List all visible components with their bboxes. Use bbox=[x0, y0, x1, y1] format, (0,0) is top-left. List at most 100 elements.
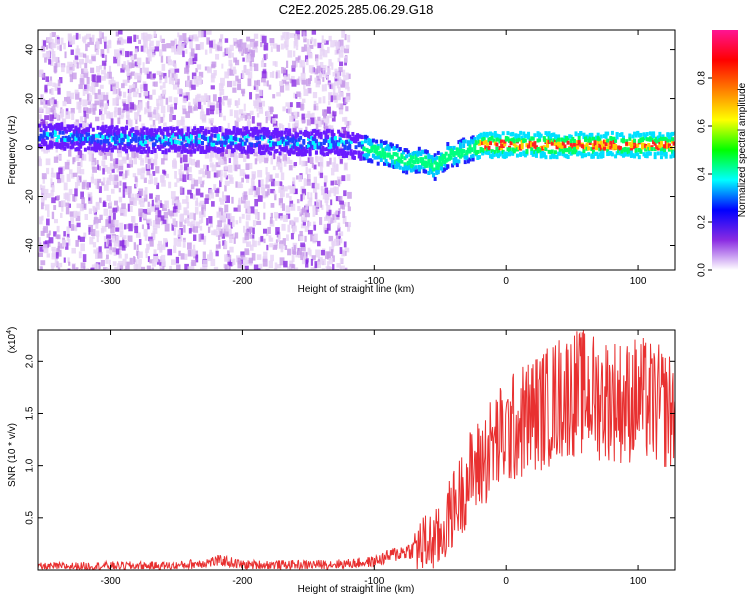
noise-speck bbox=[112, 247, 117, 253]
ridge-cell bbox=[598, 147, 602, 152]
noise-speck bbox=[268, 260, 274, 269]
noise-speck bbox=[200, 30, 204, 38]
noise-speck bbox=[48, 59, 52, 65]
noise-speck bbox=[122, 79, 128, 86]
noise-speck bbox=[116, 167, 119, 173]
noise-speck bbox=[98, 165, 102, 171]
noise-speck bbox=[331, 62, 334, 70]
ridge-cell bbox=[227, 144, 231, 149]
ridge-cell bbox=[91, 146, 95, 151]
noise-speck bbox=[109, 163, 113, 170]
noise-speck bbox=[155, 218, 160, 225]
ridge-cell bbox=[132, 145, 136, 150]
ridge-cell bbox=[485, 131, 489, 136]
ridge-cell bbox=[362, 153, 366, 158]
ridge-cell bbox=[432, 158, 436, 163]
noise-speck bbox=[218, 225, 222, 232]
ridge-cell bbox=[60, 137, 64, 142]
noise-speck bbox=[319, 48, 325, 56]
colorbar-tick-label: 0.4 bbox=[697, 167, 708, 181]
ridge-cell bbox=[145, 131, 149, 136]
noise-speck bbox=[202, 171, 206, 178]
noise-speck bbox=[201, 207, 204, 215]
ridge-cell bbox=[288, 128, 292, 133]
noise-speck bbox=[39, 216, 43, 225]
ridge-cell bbox=[329, 137, 333, 142]
noise-speck bbox=[200, 192, 204, 198]
ridge-cell bbox=[324, 147, 328, 152]
noise-speck bbox=[51, 32, 56, 38]
noise-speck bbox=[250, 50, 255, 58]
ridge-cell bbox=[147, 149, 151, 154]
noise-speck bbox=[116, 40, 121, 45]
ridge-cell bbox=[53, 129, 57, 134]
ridge-cell bbox=[585, 136, 589, 141]
ridge-cell bbox=[338, 132, 342, 137]
ridge-cell bbox=[340, 151, 344, 156]
noise-speck bbox=[274, 268, 277, 270]
noise-speck bbox=[138, 239, 142, 246]
noise-speck bbox=[61, 64, 65, 73]
noise-speck bbox=[204, 169, 208, 175]
ridge-cell bbox=[500, 150, 504, 155]
ridge-cell bbox=[637, 147, 641, 152]
ridge-cell bbox=[333, 142, 337, 147]
ridge-cell bbox=[53, 142, 57, 147]
noise-speck bbox=[113, 181, 119, 189]
noise-speck bbox=[300, 194, 303, 202]
noise-speck bbox=[300, 72, 306, 81]
ridge-cell bbox=[242, 131, 246, 136]
ridge-cell bbox=[226, 136, 230, 141]
noise-speck bbox=[301, 113, 305, 120]
ridge-cell bbox=[487, 137, 491, 142]
ridge-cell bbox=[671, 131, 675, 136]
noise-speck bbox=[42, 53, 47, 58]
noise-speck bbox=[223, 172, 227, 178]
noise-speck bbox=[257, 241, 261, 246]
noise-speck bbox=[211, 118, 214, 124]
ridge-cell bbox=[352, 139, 356, 144]
noise-speck bbox=[280, 172, 285, 181]
noise-speck bbox=[136, 244, 139, 251]
ridge-cell bbox=[631, 139, 635, 144]
ridge-cell bbox=[329, 148, 333, 153]
ridge-cell bbox=[117, 141, 121, 146]
ridge-cell bbox=[591, 136, 595, 141]
noise-speck bbox=[132, 173, 137, 178]
noise-speck bbox=[258, 263, 263, 269]
ridge-cell bbox=[276, 141, 280, 146]
ridge-cell bbox=[371, 138, 375, 143]
noise-speck bbox=[192, 98, 196, 105]
noise-speck bbox=[300, 223, 305, 229]
noise-speck bbox=[320, 120, 324, 125]
ridge-cell bbox=[596, 140, 600, 145]
noise-speck bbox=[293, 161, 298, 167]
noise-speck bbox=[165, 241, 168, 247]
noise-speck bbox=[347, 225, 351, 232]
noise-speck bbox=[41, 173, 47, 180]
ridge-cell bbox=[489, 154, 493, 159]
ridge-cell bbox=[530, 141, 534, 146]
noise-speck bbox=[253, 240, 257, 248]
noise-speck bbox=[76, 45, 79, 54]
ridge-cell bbox=[572, 138, 576, 143]
noise-speck bbox=[176, 120, 181, 127]
ridge-cell bbox=[519, 151, 523, 156]
noise-speck bbox=[69, 211, 74, 217]
noise-speck bbox=[270, 46, 273, 53]
noise-speck bbox=[171, 72, 177, 81]
noise-speck bbox=[103, 184, 109, 191]
noise-speck bbox=[314, 68, 319, 75]
snr-y-ticks: 0.51.01.52.0 bbox=[25, 354, 675, 525]
noise-speck bbox=[71, 247, 76, 254]
noise-speck bbox=[138, 154, 143, 161]
noise-speck bbox=[243, 257, 248, 265]
ridge-cell bbox=[136, 148, 140, 153]
noise-speck bbox=[229, 246, 234, 253]
ridge-cell bbox=[107, 133, 111, 138]
noise-speck bbox=[159, 259, 162, 266]
noise-speck bbox=[233, 158, 237, 166]
noise-speck bbox=[216, 211, 221, 218]
noise-speck bbox=[127, 203, 130, 212]
ridge-cell bbox=[322, 140, 326, 145]
